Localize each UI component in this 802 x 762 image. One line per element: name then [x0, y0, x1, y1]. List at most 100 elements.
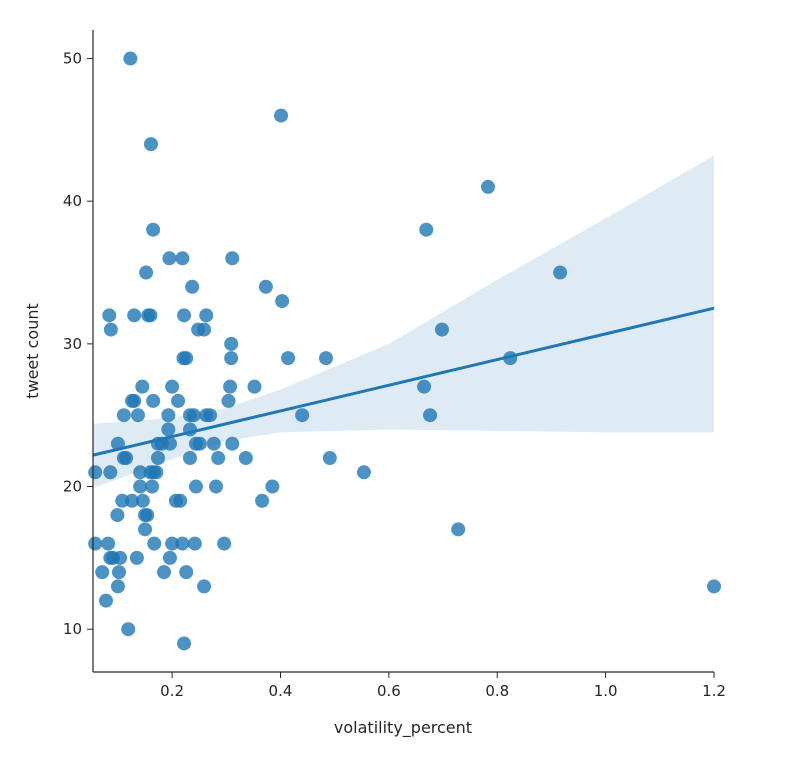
data-point	[186, 408, 201, 423]
data-point	[173, 493, 188, 508]
data-point	[356, 465, 371, 480]
data-point	[319, 351, 334, 366]
data-point	[130, 408, 145, 423]
data-point	[145, 479, 160, 494]
data-point	[281, 351, 296, 366]
data-point	[112, 565, 127, 580]
data-point	[187, 536, 202, 551]
data-point	[161, 408, 176, 423]
data-point	[175, 536, 190, 551]
data-point	[161, 422, 176, 437]
data-point	[135, 379, 150, 394]
data-point	[125, 493, 140, 508]
data-point	[211, 451, 226, 465]
regression-line	[92, 306, 715, 457]
data-point	[238, 451, 253, 465]
data-point	[185, 279, 200, 294]
data-point	[110, 579, 125, 594]
data-point	[156, 565, 171, 580]
data-point	[110, 508, 125, 523]
data-point	[146, 222, 161, 237]
data-point	[165, 536, 180, 551]
x-tick-label: 0.6	[377, 682, 401, 700]
data-point	[127, 308, 142, 323]
x-axis-label: volatility_percent	[334, 718, 472, 738]
data-point	[192, 436, 207, 451]
data-point	[116, 408, 131, 423]
data-point	[419, 222, 434, 237]
data-point	[165, 379, 180, 394]
data-point	[553, 265, 568, 280]
data-point	[88, 465, 103, 480]
data-point	[255, 493, 270, 508]
data-point	[274, 108, 289, 123]
x-tick-label: 1.2	[702, 682, 726, 700]
data-point	[225, 436, 240, 451]
data-point	[434, 322, 449, 337]
data-point	[146, 393, 161, 408]
x-tick-label: 1.0	[594, 682, 618, 700]
data-point	[88, 536, 103, 551]
data-point	[179, 565, 194, 580]
x-tick-label: 0.4	[269, 682, 293, 700]
data-point	[133, 465, 148, 480]
y-tick-label: 30	[63, 335, 82, 353]
data-point	[121, 622, 136, 637]
data-point	[140, 508, 155, 523]
data-point	[127, 393, 142, 408]
data-point	[123, 51, 138, 66]
data-point	[101, 536, 116, 551]
data-point	[451, 522, 466, 537]
data-point	[197, 579, 212, 594]
data-point	[224, 351, 239, 366]
data-point	[119, 451, 134, 465]
confidence-band	[93, 155, 714, 488]
data-point	[197, 322, 212, 337]
x-tick-label: 0.8	[485, 682, 509, 700]
data-point	[182, 451, 197, 465]
data-point	[149, 465, 164, 480]
y-tick-label: 10	[63, 620, 82, 638]
data-point	[102, 308, 117, 323]
data-point	[247, 379, 262, 394]
data-point	[135, 493, 150, 508]
data-point	[179, 351, 194, 366]
data-point	[223, 379, 238, 394]
y-tick-label: 50	[63, 50, 82, 68]
x-tick-label: 0.2	[160, 682, 184, 700]
data-point	[707, 579, 721, 594]
data-point	[133, 479, 148, 494]
data-point	[162, 550, 177, 565]
data-point	[423, 408, 438, 423]
data-point	[221, 393, 236, 408]
data-point	[203, 408, 218, 423]
data-point	[417, 379, 432, 394]
data-point	[322, 451, 337, 465]
data-point	[113, 550, 128, 565]
data-point	[177, 636, 192, 651]
data-point	[171, 393, 186, 408]
data-point	[138, 522, 153, 537]
data-point	[188, 479, 203, 494]
data-point	[175, 251, 190, 266]
data-point	[209, 479, 224, 494]
data-point	[225, 251, 240, 266]
data-point	[224, 336, 239, 351]
data-point	[99, 593, 114, 608]
data-point	[162, 251, 177, 266]
data-point	[115, 493, 130, 508]
data-point	[177, 308, 192, 323]
data-point	[143, 137, 158, 152]
y-tick-label: 40	[63, 192, 82, 210]
data-point	[481, 179, 496, 194]
data-point	[147, 536, 162, 551]
data-point	[103, 322, 118, 337]
data-point	[265, 479, 280, 494]
data-point	[295, 408, 310, 423]
data-point	[217, 536, 232, 551]
data-point	[139, 265, 154, 280]
y-tick-label: 20	[63, 478, 82, 496]
data-point	[151, 451, 166, 465]
data-point	[258, 279, 273, 294]
